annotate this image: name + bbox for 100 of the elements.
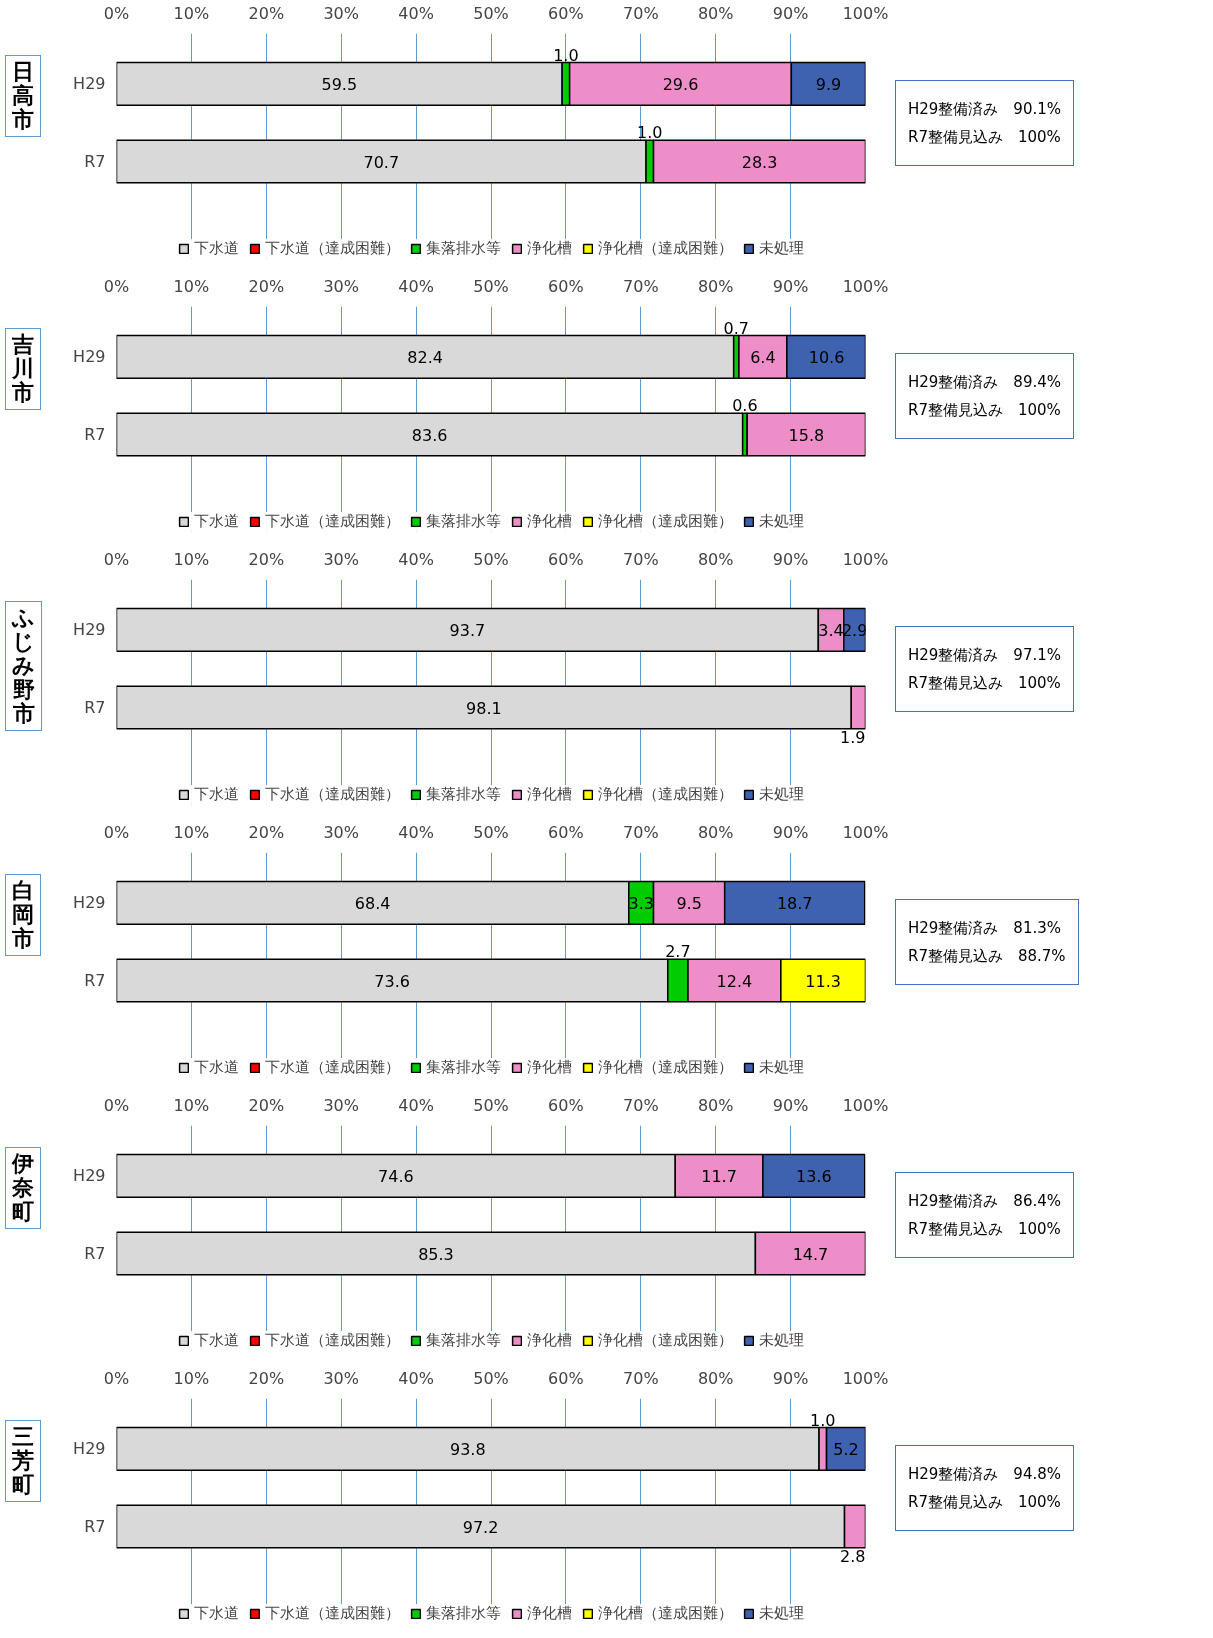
y-tick-label: H29: [73, 74, 106, 94]
data-label: 0.7: [723, 318, 750, 338]
data-label: 3.4: [818, 620, 844, 640]
data-label: 93.7: [449, 620, 486, 640]
legend-label: 下水道: [193, 1058, 239, 1077]
x-tick-label: 10%: [173, 3, 210, 23]
text: H29整備済み 86.4%: [908, 1192, 1062, 1210]
bar: [746, 412, 866, 457]
legend-label: 浄化槽（達成困難）: [597, 512, 733, 531]
legend-label: 下水道: [193, 785, 239, 804]
text: H29整備済み 89.4%: [908, 373, 1062, 391]
data-label: 18.7: [776, 893, 813, 913]
x-tick-label: 0%: [103, 822, 130, 842]
data-label: 5.2: [833, 1439, 859, 1459]
x-tick-label: 30%: [323, 276, 359, 296]
legend-label: 未処理: [758, 1604, 804, 1623]
data-label: 15.8: [788, 425, 825, 445]
text: H29整備済み 81.3%: [908, 919, 1062, 937]
data-label: 11.7: [701, 1166, 737, 1186]
text: H29整備済み 90.1%: [908, 100, 1062, 118]
x-tick-label: 50%: [473, 3, 509, 23]
text: 日高市: [5, 55, 41, 137]
y-tick-label: R7: [84, 425, 106, 445]
text: R7整備見込み 88.7%: [908, 947, 1066, 965]
x-tick-label: 0%: [103, 276, 130, 296]
legend-label: 未処理: [758, 512, 804, 531]
y-tick-label: H29: [73, 893, 106, 913]
legend-label: 下水道（達成困難）: [264, 239, 400, 258]
x-tick-label: 90%: [772, 549, 809, 569]
x-tick-label: 70%: [623, 822, 659, 842]
y-tick-label: H29: [73, 1439, 106, 1459]
x-tick-label: 100%: [842, 1095, 889, 1115]
data-label: 59.5: [321, 74, 358, 94]
legend-label: 下水道（達成困難）: [264, 1331, 400, 1350]
text: R7整備見込み 100%: [908, 401, 1061, 419]
x-tick-label: 10%: [173, 1368, 210, 1388]
y-tick-label: H29: [73, 1166, 106, 1186]
data-label: 83.6: [411, 425, 448, 445]
data-label: 10.6: [808, 347, 845, 367]
x-tick-label: 80%: [697, 276, 734, 296]
legend-label: 浄化槽: [526, 512, 572, 531]
x-tick-label: 70%: [623, 276, 659, 296]
text: R7整備見込み 100%: [908, 128, 1061, 146]
data-label: 2.7: [665, 942, 691, 962]
data-label: 97.2: [462, 1517, 499, 1537]
x-tick-label: 70%: [623, 1095, 659, 1115]
data-label: 82.4: [407, 347, 443, 367]
x-tick-label: 70%: [623, 3, 659, 23]
x-tick-label: 50%: [473, 822, 509, 842]
x-tick-label: 30%: [323, 1368, 359, 1388]
x-tick-label: 100%: [842, 276, 889, 296]
x-tick-label: 10%: [173, 276, 210, 296]
x-tick-label: 100%: [842, 549, 889, 569]
legend-label: 集落排水等: [425, 1604, 501, 1623]
legend-label: 浄化槽（達成困難）: [597, 239, 733, 258]
legend-label: 未処理: [758, 1331, 804, 1350]
legend-label: 下水道: [193, 512, 239, 531]
y-tick-label: H29: [73, 620, 106, 640]
x-tick-label: 30%: [323, 549, 359, 569]
legend-label: 集落排水等: [425, 785, 501, 804]
x-tick-label: 80%: [697, 1095, 734, 1115]
data-label: 85.3: [418, 1244, 454, 1264]
x-tick-label: 50%: [473, 549, 509, 569]
text: 三芳町: [5, 1420, 41, 1502]
legend-label: 下水道: [193, 1604, 239, 1623]
data-label: 74.6: [378, 1166, 414, 1186]
x-tick-label: 100%: [842, 3, 889, 23]
x-tick-label: 90%: [772, 3, 809, 23]
x-tick-label: 80%: [697, 822, 734, 842]
x-tick-label: 0%: [103, 549, 130, 569]
x-tick-label: 50%: [473, 276, 509, 296]
legend-label: 集落排水等: [425, 512, 501, 531]
legend-label: 下水道（達成困難）: [264, 785, 400, 804]
legend-label: 浄化槽（達成困難）: [597, 785, 733, 804]
legend-label: 未処理: [758, 785, 804, 804]
data-label: 0.6: [732, 396, 758, 416]
x-tick-label: 10%: [173, 549, 210, 569]
x-tick-label: 90%: [772, 1368, 809, 1388]
legend-label: 浄化槽（達成困難）: [597, 1604, 733, 1623]
y-tick-label: R7: [84, 698, 106, 718]
x-tick-label: 80%: [697, 3, 734, 23]
text: ふじみ野市: [5, 601, 42, 731]
x-tick-label: 40%: [398, 1368, 434, 1388]
x-tick-label: 60%: [548, 549, 584, 569]
data-label: 68.4: [354, 893, 391, 913]
legend-label: 下水道（達成困難）: [264, 1604, 400, 1623]
x-tick-label: 0%: [103, 1368, 130, 1388]
data-label: 93.8: [449, 1439, 486, 1459]
text: R7整備見込み 100%: [908, 674, 1061, 692]
data-label: 11.3: [805, 971, 841, 991]
legend-label: 浄化槽: [526, 1331, 572, 1350]
x-tick-label: 0%: [103, 3, 130, 23]
x-tick-label: 50%: [473, 1368, 509, 1388]
text: H29整備済み 94.8%: [908, 1465, 1062, 1483]
data-label: 73.6: [374, 971, 410, 991]
x-tick-label: 30%: [323, 1095, 359, 1115]
legend-label: 浄化槽: [526, 1058, 572, 1077]
y-tick-label: R7: [84, 152, 106, 172]
x-tick-label: 50%: [473, 1095, 509, 1115]
text: R7整備見込み 100%: [908, 1220, 1061, 1238]
